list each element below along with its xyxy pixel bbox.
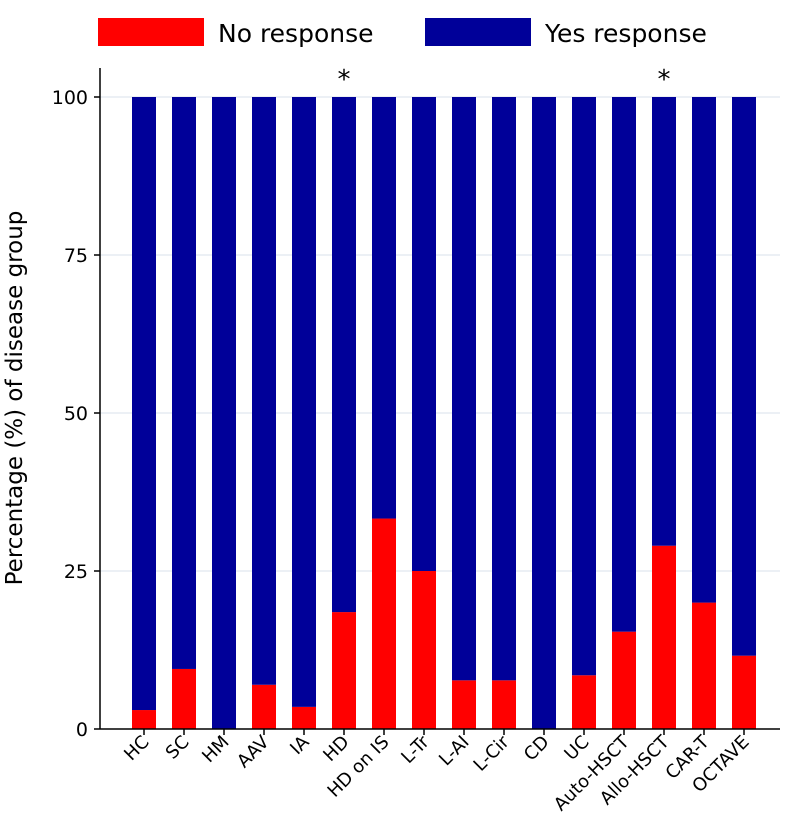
x-tick-label-l-tr: L-Tr: [397, 731, 434, 768]
annotations: * *: [338, 65, 671, 95]
x-tick-label-sc: SC: [162, 732, 194, 764]
legend-label-yes-response: Yes response: [544, 19, 707, 48]
bar-allo-hsct-yes-response: [652, 97, 676, 546]
y-tick-label-100: 100: [52, 87, 88, 109]
bar-octave-yes-response: [732, 97, 756, 656]
x-tick-label-l-ai: L-AI: [435, 732, 473, 770]
bar-hc-yes-response: [132, 97, 156, 711]
bar-auto-hsct-yes-response: [612, 97, 636, 632]
legend-label-no-response: No response: [218, 19, 374, 48]
bar-aav-yes-response: [252, 97, 276, 685]
bar-aav-no-response: [252, 684, 276, 729]
bar-car-t-no-response: [692, 602, 716, 729]
bar-l-ai-yes-response: [452, 97, 476, 681]
annotation-allo-hsct: *: [658, 65, 671, 95]
x-tick-label-hc: HC: [120, 732, 153, 765]
bar-ia-no-response: [292, 706, 316, 729]
bar-car-t-yes-response: [692, 97, 716, 603]
bar-sc-yes-response: [172, 97, 196, 669]
x-tick-label-hm: HM: [198, 732, 233, 767]
legend-swatch-no-response: [98, 18, 204, 46]
y-tick-label-0: 0: [76, 719, 88, 741]
x-tick-label-l-cir: L-Cir: [470, 731, 514, 775]
bar-allo-hsct-no-response: [652, 545, 676, 729]
annotation-hd: *: [338, 65, 351, 95]
y-tick-label-50: 50: [64, 403, 88, 425]
bar-cd-yes-response: [532, 97, 556, 729]
bar-l-ai-no-response: [452, 680, 476, 729]
legend: No response Yes response: [98, 18, 707, 48]
x-tick-label-ia: IA: [286, 731, 314, 759]
bar-l-cir-no-response: [492, 680, 516, 729]
bar-hd-yes-response: [332, 97, 356, 613]
x-tick-label-aav: AAV: [233, 731, 274, 772]
bars: [132, 97, 756, 729]
bar-hd-no-response: [332, 612, 356, 729]
bar-sc-no-response: [172, 668, 196, 729]
bar-l-cir-yes-response: [492, 97, 516, 681]
bar-hd-on-is-no-response: [372, 518, 396, 729]
bar-uc-yes-response: [572, 97, 596, 676]
bar-hm-yes-response: [212, 97, 236, 729]
y-tick-label-75: 75: [64, 245, 88, 267]
bar-hc-no-response: [132, 710, 156, 729]
bar-auto-hsct-no-response: [612, 631, 636, 729]
bar-octave-no-response: [732, 655, 756, 729]
x-tick-label-uc: UC: [560, 732, 593, 765]
y-axis-title: Percentage (%) of disease group: [2, 211, 28, 586]
x-tick-label-cd: CD: [520, 732, 554, 766]
y-tick-label-25: 25: [64, 561, 88, 583]
bar-hd-on-is-yes-response: [372, 97, 396, 519]
bar-uc-no-response: [572, 675, 596, 729]
bar-ia-yes-response: [292, 97, 316, 707]
bar-l-tr-no-response: [412, 571, 436, 729]
gridlines: [100, 96, 780, 572]
bar-l-tr-yes-response: [412, 97, 436, 571]
legend-swatch-yes-response: [425, 18, 531, 46]
